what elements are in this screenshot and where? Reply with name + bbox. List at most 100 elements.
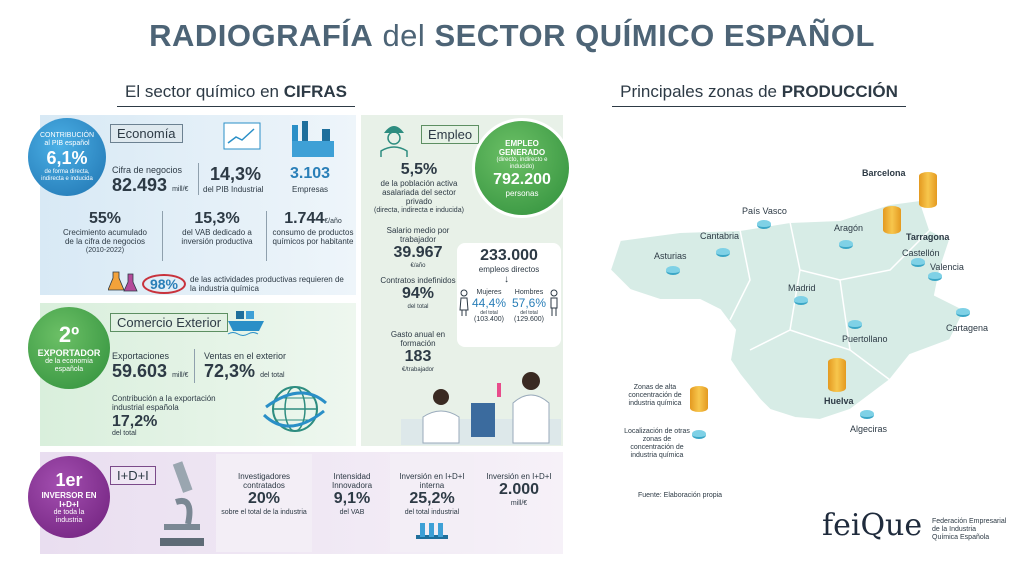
cartagena-label: Cartagena	[946, 323, 989, 333]
cifra-unit: mill/€	[172, 186, 189, 193]
test-tubes-icon	[416, 523, 448, 539]
consumo-unit: €/año	[324, 218, 342, 225]
cantabria-label: Cantabria	[700, 231, 740, 241]
page-title: RADIOGRAFÍA del SECTOR QUÍMICO ESPAÑOL	[149, 18, 875, 53]
pib-badge-value: 6,1%	[46, 147, 88, 168]
generado-unit: personas	[505, 188, 539, 198]
barcelona-marker	[919, 172, 937, 208]
logo-line-1: Federación Empresarial	[932, 518, 1007, 525]
factory-icon	[292, 121, 334, 157]
salario-block: Salario medio por trabajador 39.967 €/añ…	[375, 226, 461, 271]
divider	[198, 163, 199, 195]
crec-value: 55%	[88, 210, 122, 227]
inv-sub: sobre el total de la industria	[221, 509, 307, 516]
hombres-sub: del total	[520, 310, 538, 316]
cifra-value: 82.493	[112, 175, 168, 195]
growth-chart-icon	[223, 122, 261, 150]
pib-ind-label: del PIB Industrial	[203, 185, 264, 194]
hombres-value: 57,6%	[511, 296, 547, 310]
huelva-label: Huelva	[824, 396, 854, 406]
idi-panel: I+D+I Investigadores contratados 20% sob…	[40, 452, 563, 554]
castellon-label: Castellón	[902, 248, 940, 258]
directos-box: 233.000 empleos directos ↓ Mujeres 44,4%…	[457, 243, 561, 347]
madrid-marker	[794, 296, 808, 305]
salario-value: 39.967	[393, 244, 443, 261]
tarragona-label: Tarragona	[906, 232, 950, 242]
asturias-label: Asturias	[654, 251, 687, 261]
empleo-generado-badge: EMPLEO GENERADO (directo, indirecto e in…	[472, 118, 572, 218]
crec-years: (2010-2022)	[85, 247, 125, 254]
export-value: 59.603	[112, 361, 168, 381]
legend-other-icon	[692, 430, 706, 439]
economia-panel: Economía Cifra de negocios 82.493 mill/€…	[40, 115, 356, 295]
mujeres-value: 44,4%	[471, 296, 507, 310]
inv-block: Investigadores contratados 20% sobre el …	[216, 454, 312, 552]
pob-label: de la población activa asalariada del se…	[380, 179, 458, 206]
pais-vasco-marker	[757, 220, 771, 229]
intens-label: Intensidad Innovadora	[331, 472, 373, 490]
divider	[266, 211, 267, 261]
mujeres-count: (103.400)	[474, 316, 504, 323]
empleo-tag: Empleo	[421, 125, 480, 144]
inv-value: 20%	[247, 490, 281, 507]
castellon-marker	[911, 258, 925, 267]
pib-badge-top: CONTRIBUCIÓN al PIB español	[39, 131, 95, 147]
cifra-label: Cifra de negocios	[112, 165, 183, 175]
idi-tag: I+D+I	[110, 466, 156, 485]
flasks-icon	[108, 271, 138, 292]
directos-label: empleos directos	[478, 265, 540, 274]
divider	[194, 349, 195, 383]
algeciras-marker	[860, 410, 874, 419]
generado-title: EMPLEO GENERADO	[498, 138, 546, 157]
economia-tag: Economía	[110, 124, 183, 143]
exportador-badge-title: EXPORTADOR	[37, 348, 101, 358]
intens-block: Intensidad Innovadora 9,1% del VAB	[316, 454, 388, 552]
crec-label: Crecimiento acumulado de la cifra de neg…	[62, 228, 148, 246]
left-section-header: El sector químico en CIFRAS	[117, 82, 355, 107]
exportador-badge-rank: 2º	[58, 322, 80, 347]
gasto-value: 183	[404, 348, 432, 365]
exportador-badge: 2º EXPORTADOR de la economía española	[28, 307, 110, 389]
logo-line-3: Química Española	[932, 534, 990, 541]
pib-ind-value: 14,3%	[210, 164, 262, 184]
contratos-value: 94%	[401, 285, 435, 302]
pob-value: 5,5%	[400, 161, 438, 178]
inversor-badge-rank: 1er	[55, 469, 83, 490]
ship-icon	[227, 311, 264, 336]
gasto-label: Gasto anual en formación	[390, 330, 446, 348]
worker-icon	[380, 126, 408, 157]
interna-sub: del total industrial	[404, 509, 460, 516]
inversion-block: Inversión en I+D+I 2.000 mill/€	[478, 454, 560, 552]
pais-vasco-label: País Vasco	[742, 206, 787, 216]
puertollano-marker	[848, 320, 862, 329]
generado-sub: (directo, indirecto e inducido)	[496, 156, 548, 170]
inversion-value: 2.000	[498, 481, 540, 498]
logo-caption: Federación Empresarial de la Industria Q…	[932, 518, 1006, 542]
cartagena-marker	[956, 308, 970, 317]
consumo-value: 1.744	[284, 210, 325, 227]
export-unit: mill/€	[172, 372, 189, 379]
intens-value: 9,1%	[333, 490, 371, 507]
act-value: 98%	[142, 274, 186, 294]
logo-word: feiQue	[822, 508, 923, 543]
man-icon	[550, 289, 558, 316]
globe-icon	[262, 386, 327, 432]
puertollano-label: Puertollano	[842, 334, 888, 344]
cantabria-marker	[716, 248, 730, 257]
right-section-header: Principales zonas de PRODUCCIÓN	[612, 82, 906, 107]
legend-other-label: Localización de otras zonas de concentra…	[624, 428, 690, 459]
inversor-badge-title: INVERSOR EN I+D+I	[41, 490, 97, 509]
scientists-illustration	[401, 372, 561, 445]
mujeres-block: Mujeres 44,4% del total (103.400)	[469, 289, 509, 323]
contrib-unit: del total	[112, 430, 137, 437]
interna-value: 25,2%	[409, 490, 455, 507]
interna-label: Inversión en I+D+I interna	[399, 472, 465, 490]
mujeres-sub: del total	[480, 310, 498, 316]
hombres-block: Hombres 57,6% del total (129.600)	[509, 289, 549, 323]
contrib-value: 17,2%	[112, 413, 158, 430]
gasto-unit: €/trabajador	[401, 367, 435, 373]
inv-label: Investigadores contratados	[237, 472, 291, 490]
comercio-tag: Comercio Exterior	[110, 313, 229, 332]
inversor-badge-sub: de toda la industria	[53, 508, 85, 524]
aragon-marker	[839, 240, 853, 249]
